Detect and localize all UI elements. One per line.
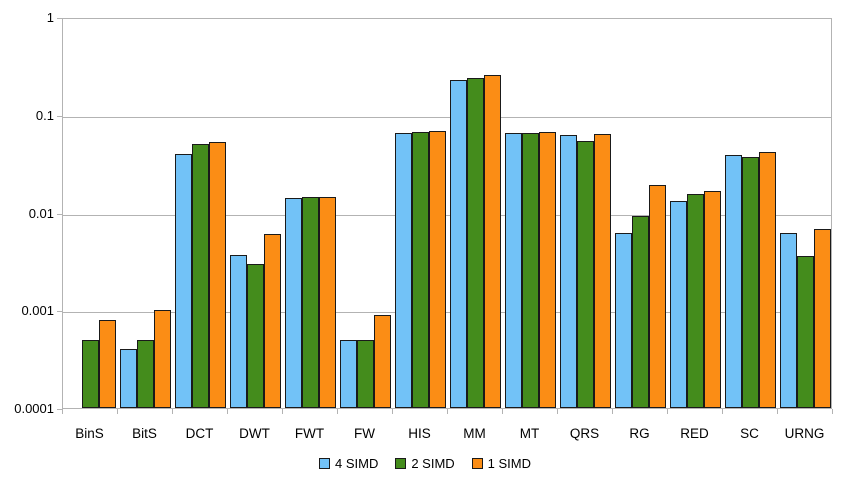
legend-item-4-simd: 4 SIMD [318, 456, 379, 471]
legend-label: 1 SIMD [487, 456, 532, 471]
x-axis-labels: BinS BitS DCT DWT FWT FW HIS MM MT QRS RG RED SC URNG [62, 426, 832, 441]
category-label-red: RED [680, 426, 709, 441]
bar-mt-1-simd [539, 132, 557, 408]
bar-mm-2-simd [466, 78, 485, 408]
legend-swatch-icon [395, 458, 407, 469]
category-label-qrs: QRS [569, 426, 600, 441]
y-tick-mark [57, 115, 62, 117]
x-tick-mark [282, 409, 283, 414]
bar-qrs-4-simd [559, 135, 577, 408]
bar-qrs-2-simd [576, 140, 595, 408]
bar-dwt-1-simd [264, 234, 282, 408]
category-label-dct: DCT [185, 426, 214, 441]
bar-dwt-4-simd [229, 254, 247, 408]
bar-bits-4-simd [119, 349, 137, 408]
x-tick-mark [502, 409, 503, 414]
bar-sc-2-simd [741, 156, 760, 408]
bar-mm-1-simd [484, 75, 502, 408]
category-label-mt: MT [519, 426, 540, 441]
legend: 4 SIMD 2 SIMD 1 SIMD [0, 456, 850, 471]
bar-urng-1-simd [814, 228, 832, 408]
category-label-rg: RG [629, 426, 650, 441]
x-tick-mark [392, 409, 393, 414]
y-tick-label: 0.1 [35, 107, 54, 123]
legend-swatch-icon [471, 458, 483, 469]
bar-urng-2-simd [796, 255, 815, 408]
category-label-sc: SC [740, 426, 759, 441]
y-tick-mark [57, 409, 62, 410]
x-tick-mark [612, 409, 613, 414]
y-tick-mark [57, 311, 62, 313]
category-label-dwt: DWT [239, 426, 270, 441]
category-label-fwt: FWT [294, 426, 325, 441]
bar-rg-1-simd [649, 185, 667, 408]
bar-mm-4-simd [449, 80, 467, 408]
x-tick-mark [62, 409, 63, 414]
y-tick-label: 1 [46, 10, 54, 25]
x-tick-mark [667, 409, 668, 414]
bar-bits-2-simd [136, 339, 155, 408]
legend-item-1-simd: 1 SIMD [471, 456, 532, 471]
x-tick-mark [557, 409, 558, 414]
y-tick-mark [57, 213, 62, 215]
bar-bins-1-simd [99, 319, 117, 408]
bar-fw-4-simd [339, 339, 357, 408]
x-tick-mark [777, 409, 778, 414]
bar-rg-2-simd [631, 216, 650, 408]
legend-label: 2 SIMD [411, 456, 455, 471]
bar-fwt-4-simd [284, 198, 302, 408]
y-tick-label: 0.0001 [14, 401, 54, 416]
bar-red-4-simd [669, 201, 687, 408]
y-tick-label: 0.01 [28, 205, 54, 221]
x-tick-mark [832, 409, 833, 414]
category-label-bits: BitS [132, 426, 157, 441]
x-tick-mark [227, 409, 228, 414]
gridline [63, 214, 831, 216]
bar-fw-2-simd [356, 339, 375, 408]
bar-fwt-1-simd [319, 196, 337, 408]
x-tick-mark [447, 409, 448, 414]
bar-dct-1-simd [209, 141, 227, 408]
gridline [63, 312, 831, 314]
y-tick-mark [57, 18, 62, 19]
bar-mt-2-simd [521, 133, 540, 408]
category-label-mm: MM [463, 426, 486, 441]
category-label-urng: URNG [784, 426, 825, 441]
bar-his-2-simd [411, 131, 430, 408]
x-tick-mark [172, 409, 173, 414]
bar-dwt-2-simd [246, 263, 265, 408]
y-tick-label: 0.001 [21, 303, 54, 319]
bar-his-1-simd [429, 130, 447, 408]
bar-urng-4-simd [779, 233, 797, 408]
legend-item-2-simd: 2 SIMD [395, 456, 455, 471]
bar-dct-2-simd [191, 144, 210, 408]
category-label-bins: BinS [75, 426, 104, 441]
bar-red-1-simd [704, 191, 722, 408]
legend-swatch-icon [318, 458, 330, 469]
bar-fwt-2-simd [301, 196, 320, 408]
bar-red-2-simd [686, 193, 705, 408]
x-tick-mark [337, 409, 338, 414]
plot-area [62, 18, 832, 409]
bar-mt-4-simd [504, 133, 522, 408]
gridline [63, 116, 831, 118]
legend-label: 4 SIMD [334, 456, 379, 471]
bar-his-4-simd [394, 133, 412, 408]
bar-qrs-1-simd [594, 133, 612, 408]
bar-dct-4-simd [174, 153, 192, 408]
x-tick-mark [117, 409, 118, 414]
bar-rg-4-simd [614, 233, 632, 408]
bar-bits-1-simd [154, 310, 172, 408]
bar-fw-1-simd [374, 314, 392, 408]
x-tick-mark [722, 409, 723, 414]
category-label-fw: FW [354, 426, 375, 441]
bar-sc-4-simd [724, 154, 742, 408]
bar-bins-2-simd [81, 339, 100, 408]
bar-sc-1-simd [759, 151, 777, 408]
category-label-his: HIS [408, 426, 431, 441]
